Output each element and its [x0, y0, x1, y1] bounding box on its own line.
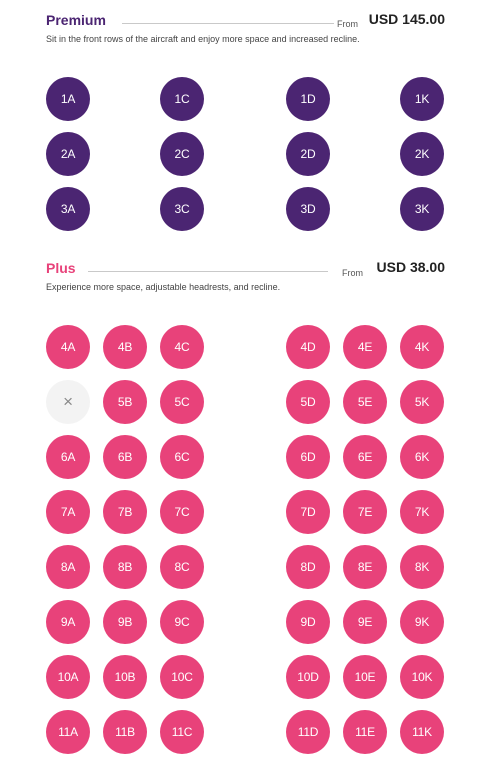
seat-4d[interactable]: 4D: [286, 325, 330, 369]
seat-11b[interactable]: 11B: [103, 710, 147, 754]
seat-11k[interactable]: 11K: [400, 710, 444, 754]
seat-8e[interactable]: 8E: [343, 545, 387, 589]
seat-4c[interactable]: 4C: [160, 325, 204, 369]
seat-5e[interactable]: 5E: [343, 380, 387, 424]
plus-from-label: From: [342, 268, 363, 278]
seat-8b[interactable]: 8B: [103, 545, 147, 589]
seat-unavailable-close-icon: ×: [46, 380, 90, 424]
seat-10e[interactable]: 10E: [343, 655, 387, 699]
seat-9d[interactable]: 9D: [286, 600, 330, 644]
seat-4k[interactable]: 4K: [400, 325, 444, 369]
premium-title: Premium: [46, 12, 106, 28]
seat-9k[interactable]: 9K: [400, 600, 444, 644]
seat-7a[interactable]: 7A: [46, 490, 90, 534]
seat-8k[interactable]: 8K: [400, 545, 444, 589]
seat-9b[interactable]: 9B: [103, 600, 147, 644]
plus-title: Plus: [46, 260, 76, 276]
seat-5c[interactable]: 5C: [160, 380, 204, 424]
seat-3c[interactable]: 3C: [160, 187, 204, 231]
seat-6c[interactable]: 6C: [160, 435, 204, 479]
seat-6k[interactable]: 6K: [400, 435, 444, 479]
seat-2c[interactable]: 2C: [160, 132, 204, 176]
seat-5k[interactable]: 5K: [400, 380, 444, 424]
seat-10a[interactable]: 10A: [46, 655, 90, 699]
seat-4a[interactable]: 4A: [46, 325, 90, 369]
seat-8c[interactable]: 8C: [160, 545, 204, 589]
seat-6d[interactable]: 6D: [286, 435, 330, 479]
seat-10k[interactable]: 10K: [400, 655, 444, 699]
seat-4e[interactable]: 4E: [343, 325, 387, 369]
seat-5d[interactable]: 5D: [286, 380, 330, 424]
seat-7d[interactable]: 7D: [286, 490, 330, 534]
plus-divider: [88, 271, 328, 272]
seat-9e[interactable]: 9E: [343, 600, 387, 644]
seat-1d[interactable]: 1D: [286, 77, 330, 121]
seat-2d[interactable]: 2D: [286, 132, 330, 176]
seat-2a[interactable]: 2A: [46, 132, 90, 176]
seat-7b[interactable]: 7B: [103, 490, 147, 534]
seat-11c[interactable]: 11C: [160, 710, 204, 754]
seat-10c[interactable]: 10C: [160, 655, 204, 699]
seat-11e[interactable]: 11E: [343, 710, 387, 754]
plus-description: Experience more space, adjustable headre…: [46, 282, 281, 292]
seat-9a[interactable]: 9A: [46, 600, 90, 644]
seat-4b[interactable]: 4B: [103, 325, 147, 369]
premium-description: Sit in the front rows of the aircraft an…: [46, 34, 360, 44]
seat-8a[interactable]: 8A: [46, 545, 90, 589]
seat-9c[interactable]: 9C: [160, 600, 204, 644]
seat-7e[interactable]: 7E: [343, 490, 387, 534]
seat-1k[interactable]: 1K: [400, 77, 444, 121]
premium-divider: [122, 23, 334, 24]
seat-6e[interactable]: 6E: [343, 435, 387, 479]
seat-6b[interactable]: 6B: [103, 435, 147, 479]
seat-2k[interactable]: 2K: [400, 132, 444, 176]
seat-7k[interactable]: 7K: [400, 490, 444, 534]
seat-3d[interactable]: 3D: [286, 187, 330, 231]
premium-price: USD 145.00: [368, 11, 445, 27]
seat-7c[interactable]: 7C: [160, 490, 204, 534]
seat-1c[interactable]: 1C: [160, 77, 204, 121]
seat-3k[interactable]: 3K: [400, 187, 444, 231]
seat-5b[interactable]: 5B: [103, 380, 147, 424]
seat-6a[interactable]: 6A: [46, 435, 90, 479]
seat-10b[interactable]: 10B: [103, 655, 147, 699]
premium-from-label: From: [337, 19, 358, 29]
seat-8d[interactable]: 8D: [286, 545, 330, 589]
plus-price: USD 38.00: [376, 259, 445, 275]
seat-11d[interactable]: 11D: [286, 710, 330, 754]
seat-10d[interactable]: 10D: [286, 655, 330, 699]
seat-11a[interactable]: 11A: [46, 710, 90, 754]
seat-3a[interactable]: 3A: [46, 187, 90, 231]
seat-1a[interactable]: 1A: [46, 77, 90, 121]
